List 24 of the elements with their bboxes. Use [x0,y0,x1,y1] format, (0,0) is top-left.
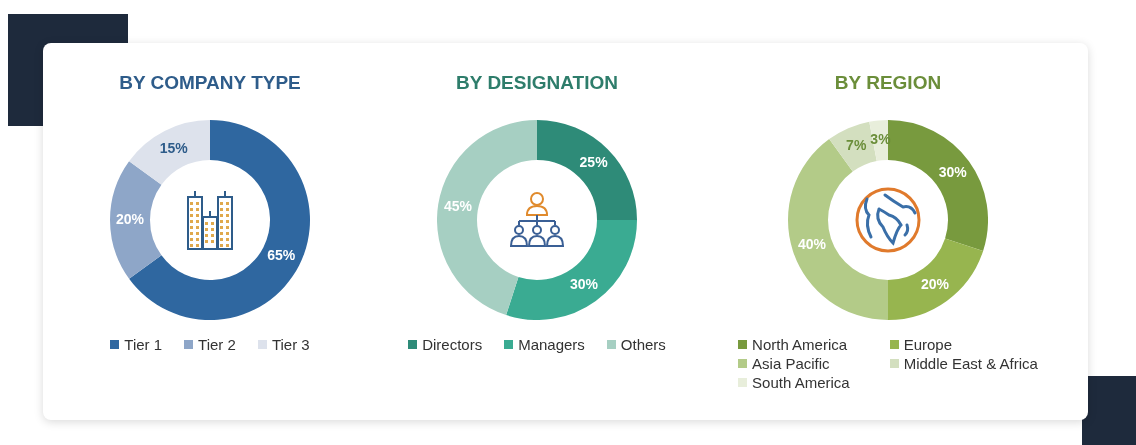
legend-label: Others [620,336,666,353]
data-label: 7% [846,137,867,154]
legend-label: Tier 2 [198,336,236,353]
chart-title: BY DESIGNATION [455,72,619,94]
legend-label: Asia Pacific [752,355,830,372]
legend-label: Middle East & Africa [903,355,1038,372]
data-label: 65% [267,247,296,264]
data-label: 20% [921,275,950,292]
legend-label: Tier 1 [124,336,163,353]
legend-label: North America [752,336,848,353]
data-label: 25% [579,154,609,171]
data-label: 30% [570,275,599,292]
legend-label: Directors [422,336,483,353]
chart-title: BY REGION [833,72,943,94]
legend-label: South America [752,374,850,391]
legend-label: Managers [518,336,585,353]
data-label: 20% [115,210,145,227]
data-label: 30% [938,163,968,180]
data-label: 15% [159,139,189,156]
legend-label: Europe [903,336,953,353]
legend-label: Tier 3 [271,336,310,353]
data-label: 40% [797,235,827,252]
data-label: 45% [443,198,473,215]
chart-title: BY COMPANY TYPE [118,72,302,94]
